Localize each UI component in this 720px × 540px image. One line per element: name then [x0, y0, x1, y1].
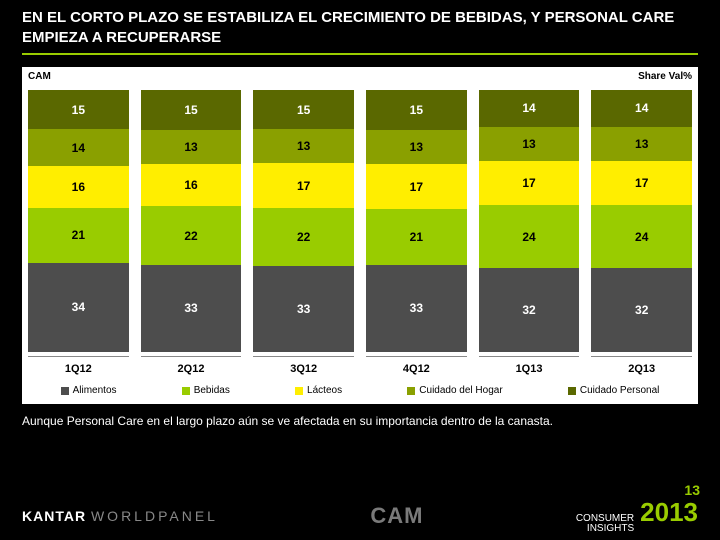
bar-segment: 22 [141, 206, 242, 264]
bar-segment: 14 [28, 129, 129, 166]
legend-item: Alimentos [61, 385, 117, 396]
bar-segment: 32 [591, 268, 692, 352]
bar-column: 1514162134 [28, 90, 129, 352]
legend-swatch [407, 387, 415, 395]
stacked-bar-chart: 1514162134151316223315131722331513172133… [22, 84, 698, 354]
bar-segment: 34 [28, 263, 129, 352]
legend-swatch [568, 387, 576, 395]
brand-kantar-text: KANTAR [22, 508, 86, 524]
bar-segment: 13 [366, 130, 467, 164]
legend-item: Cuidado del Hogar [407, 385, 502, 396]
bar-segment: 33 [366, 265, 467, 352]
legend: Alimentos Bebidas Lácteos Cuidado del Hogar… [22, 381, 698, 404]
bar-segment: 13 [479, 127, 580, 161]
brand-kantar: KANTAR WORLDPANEL [22, 508, 218, 524]
bar-column: 1413172432 [479, 90, 580, 352]
bar-segment: 13 [253, 129, 354, 163]
x-axis: 1Q12 2Q12 3Q12 4Q12 1Q13 2Q13 [22, 354, 698, 381]
bar-segment: 14 [591, 90, 692, 127]
x-axis-label: 4Q12 [366, 356, 467, 375]
bar-segment: 17 [591, 161, 692, 206]
brand-center: CAM [370, 503, 423, 529]
x-axis-label: 2Q13 [591, 356, 692, 375]
bar-segment: 15 [253, 90, 354, 129]
bar-segment: 15 [141, 90, 242, 130]
bar-segment: 22 [253, 208, 354, 266]
bar-segment: 24 [591, 205, 692, 268]
bar-segment: 16 [28, 166, 129, 208]
bar-segment: 16 [141, 164, 242, 206]
x-axis-label: 1Q12 [28, 356, 129, 375]
page-title: EN EL CORTO PLAZO SE ESTABILIZA EL CRECI… [0, 0, 720, 51]
brand-right: CONSUMER INSIGHTS 2013 [576, 497, 698, 534]
legend-label: Cuidado del Hogar [419, 385, 502, 396]
legend-item: Lácteos [295, 385, 342, 396]
legend-swatch [295, 387, 303, 395]
legend-label: Bebidas [194, 385, 230, 396]
bar-segment: 15 [366, 90, 467, 130]
bar-segment: 33 [253, 266, 354, 352]
legend-label: Alimentos [73, 385, 117, 396]
bar-segment: 15 [28, 90, 129, 129]
bar-segment: 21 [28, 208, 129, 263]
x-axis-label: 3Q12 [253, 356, 354, 375]
legend-swatch [61, 387, 69, 395]
bar-segment: 21 [366, 209, 467, 265]
legend-item: Bebidas [182, 385, 230, 396]
x-axis-label: 1Q13 [479, 356, 580, 375]
bar-segment: 17 [366, 164, 467, 209]
footnote: Aunque Personal Care en el largo plazo a… [0, 404, 720, 430]
chart-top-labels: CAM Share Val% [22, 67, 698, 84]
bar-segment: 13 [141, 130, 242, 164]
brand-worldpanel-text: WORLDPANEL [91, 508, 218, 524]
chart-region: CAM Share Val% 1514162134151316223315131… [0, 55, 720, 404]
consumer-insights-label: CONSUMER INSIGHTS [576, 514, 634, 534]
page-number: 13 [682, 482, 702, 498]
legend-swatch [182, 387, 190, 395]
bar-column: 1413172432 [591, 90, 692, 352]
bar-segment: 24 [479, 205, 580, 268]
legend-item: Cuidado Personal [568, 385, 660, 396]
x-axis-label: 2Q12 [141, 356, 242, 375]
bar-column: 1513162233 [141, 90, 242, 352]
bar-column: 1513172133 [366, 90, 467, 352]
year: 2013 [640, 497, 698, 528]
chart-right-label: Share Val% [638, 71, 692, 82]
bar-segment: 33 [141, 265, 242, 352]
bar-segment: 17 [253, 163, 354, 208]
bar-segment: 32 [479, 268, 580, 352]
bar-segment: 14 [479, 90, 580, 127]
bar-column: 1513172233 [253, 90, 354, 352]
footer: KANTAR WORLDPANEL CAM CONSUMER INSIGHTS … [0, 497, 720, 534]
legend-label: Cuidado Personal [580, 385, 660, 396]
bar-segment: 17 [479, 161, 580, 206]
ci-line2: INSIGHTS [576, 524, 634, 534]
legend-label: Lácteos [307, 385, 342, 396]
chart-left-label: CAM [28, 71, 51, 82]
bar-segment: 13 [591, 127, 692, 161]
